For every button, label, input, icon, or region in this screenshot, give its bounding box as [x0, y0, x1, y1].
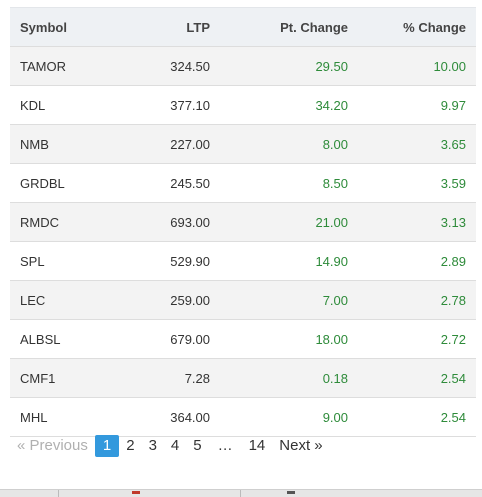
pct-change-cell: 2.54 [358, 358, 476, 398]
pct-change-cell: 2.89 [358, 241, 476, 281]
ltp-cell: 377.10 [117, 85, 220, 125]
panel-divider [240, 490, 241, 497]
ltp-cell: 324.50 [117, 46, 220, 86]
panel-divider [58, 490, 59, 497]
pct-change-cell: 3.65 [358, 124, 476, 164]
ltp-cell: 693.00 [117, 202, 220, 242]
cropped-indicator-icon [287, 491, 295, 494]
col-header-symbol[interactable]: Symbol [10, 7, 117, 47]
table-row: KDL 377.10 34.20 9.97 [10, 85, 476, 125]
col-header-pct-change[interactable]: % Change [358, 7, 476, 47]
pagination: « Previous 1 2 3 4 5 … 14 Next » [10, 433, 330, 459]
pct-change-cell: 10.00 [358, 46, 476, 86]
pt-change-cell: 8.00 [220, 124, 358, 164]
pt-change-cell: 8.50 [220, 163, 358, 203]
table-row: MHL 364.00 9.00 2.54 [10, 397, 476, 437]
symbol-cell[interactable]: SPL [10, 241, 117, 281]
symbol-cell[interactable]: TAMOR [10, 46, 117, 86]
pt-change-cell: 14.90 [220, 241, 358, 281]
ltp-cell: 7.28 [117, 358, 220, 398]
pt-change-cell: 18.00 [220, 319, 358, 359]
page-button-14[interactable]: 14 [248, 437, 266, 454]
next-page-button[interactable]: Next » [279, 437, 323, 454]
ltp-cell: 245.50 [117, 163, 220, 203]
pt-change-cell: 29.50 [220, 46, 358, 86]
pct-change-cell: 3.59 [358, 163, 476, 203]
ltp-cell: 529.90 [117, 241, 220, 281]
ltp-cell: 259.00 [117, 280, 220, 320]
pt-change-cell: 9.00 [220, 397, 358, 437]
col-header-pt-change[interactable]: Pt. Change [220, 7, 358, 47]
symbol-cell[interactable]: CMF1 [10, 358, 117, 398]
table-row: ALBSL 679.00 18.00 2.72 [10, 319, 476, 359]
pt-change-cell: 0.18 [220, 358, 358, 398]
pagination-ellipsis: … [217, 437, 233, 454]
cropped-indicator-icon [132, 491, 140, 494]
page-button-3[interactable]: 3 [148, 437, 157, 454]
previous-page-button[interactable]: « Previous [17, 437, 88, 454]
page-button-2[interactable]: 2 [126, 437, 135, 454]
table-row: RMDC 693.00 21.00 3.13 [10, 202, 476, 242]
table-row: NMB 227.00 8.00 3.65 [10, 124, 476, 164]
gainers-table-container: Symbol LTP Pt. Change % Change TAMOR 324… [10, 7, 476, 437]
symbol-cell[interactable]: GRDBL [10, 163, 117, 203]
ltp-cell: 364.00 [117, 397, 220, 437]
pct-change-cell: 3.13 [358, 202, 476, 242]
symbol-cell[interactable]: MHL [10, 397, 117, 437]
page-button-5[interactable]: 5 [193, 437, 202, 454]
table-row: GRDBL 245.50 8.50 3.59 [10, 163, 476, 203]
table-row: LEC 259.00 7.00 2.78 [10, 280, 476, 320]
pt-change-cell: 7.00 [220, 280, 358, 320]
table-row: CMF1 7.28 0.18 2.54 [10, 358, 476, 398]
col-header-ltp[interactable]: LTP [117, 7, 220, 47]
pct-change-cell: 2.78 [358, 280, 476, 320]
symbol-cell[interactable]: NMB [10, 124, 117, 164]
symbol-cell[interactable]: KDL [10, 85, 117, 125]
symbol-cell[interactable]: LEC [10, 280, 117, 320]
ltp-cell: 679.00 [117, 319, 220, 359]
pct-change-cell: 2.72 [358, 319, 476, 359]
symbol-cell[interactable]: ALBSL [10, 319, 117, 359]
table-row: TAMOR 324.50 29.50 10.00 [10, 46, 476, 86]
page-button-1[interactable]: 1 [94, 435, 120, 457]
pct-change-cell: 2.54 [358, 397, 476, 437]
gainers-table: Symbol LTP Pt. Change % Change TAMOR 324… [10, 7, 476, 437]
pt-change-cell: 34.20 [220, 85, 358, 125]
symbol-cell[interactable]: RMDC [10, 202, 117, 242]
pct-change-cell: 9.97 [358, 85, 476, 125]
bottom-panel-edge [0, 489, 482, 497]
table-header-row: Symbol LTP Pt. Change % Change [10, 7, 476, 47]
table-row: SPL 529.90 14.90 2.89 [10, 241, 476, 281]
pt-change-cell: 21.00 [220, 202, 358, 242]
ltp-cell: 227.00 [117, 124, 220, 164]
page-button-4[interactable]: 4 [170, 437, 180, 454]
